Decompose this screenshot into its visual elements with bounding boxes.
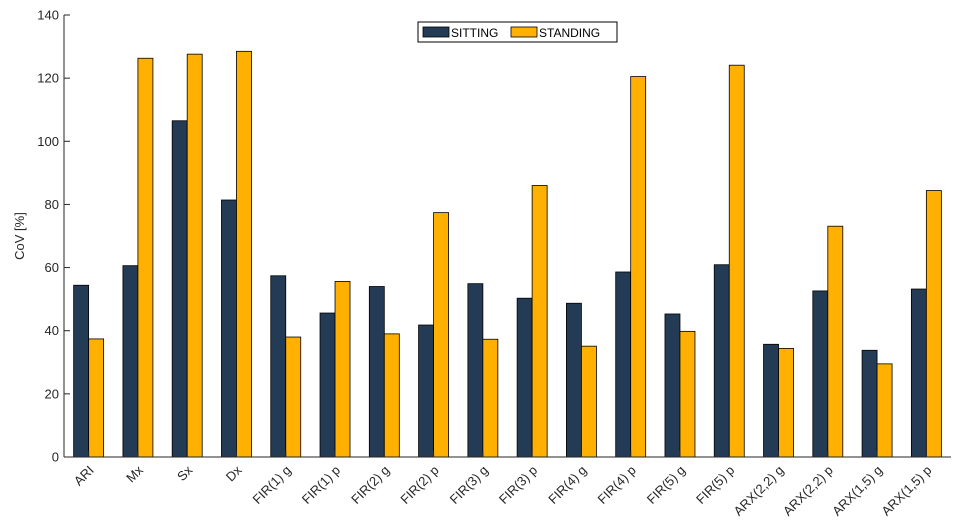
bar-standing-1 xyxy=(88,338,105,458)
x-tick-label-14: FIR(5) p xyxy=(693,463,737,507)
bar-sitting-7 xyxy=(368,286,385,458)
bar-standing-15 xyxy=(778,347,794,458)
x-tick-labels: ARI Mx Sx Dx FIR(1) g FIR(1) p FIR(2) g FIR(2) … xyxy=(71,462,935,518)
bar-standing-12 xyxy=(630,76,647,458)
bar-standing-18 xyxy=(925,190,942,458)
bar-standing-7 xyxy=(383,333,400,458)
x-tick-label-13: FIR(5) g xyxy=(644,463,688,507)
bar-standing-5 xyxy=(285,336,302,458)
x-tick-label-12: FIR(4) p xyxy=(595,463,639,507)
x-tick-label-4: Dx xyxy=(223,462,245,484)
x-tick-label-7: FIR(2) g xyxy=(348,463,392,507)
y-tick-label-7: 140 xyxy=(37,8,59,23)
bar-standing-10 xyxy=(531,185,548,458)
bar-sitting-3 xyxy=(171,120,188,458)
legend: SITTING STANDING xyxy=(417,21,618,43)
bar-sitting-17 xyxy=(861,349,878,458)
legend-swatch-standing xyxy=(510,26,538,38)
bar-sitting-8 xyxy=(418,324,434,458)
x-tick-label-15: ARX(2,2) g xyxy=(731,463,787,519)
bar-standing-13 xyxy=(679,330,696,458)
y-tick-label-2: 40 xyxy=(45,323,59,338)
bar-standing-9 xyxy=(482,338,499,458)
x-tick-label-3: Sx xyxy=(174,462,196,484)
bar-sitting-15 xyxy=(763,343,779,458)
x-tick-label-10: FIR(3) p xyxy=(496,463,540,507)
y-tick-label-3: 60 xyxy=(45,260,59,275)
x-tick-label-18: ARX(1,5) p xyxy=(878,463,934,519)
x-tick-label-6: FIR(1) p xyxy=(299,463,343,507)
bar-standing-8 xyxy=(433,212,449,458)
bar-sitting-5 xyxy=(270,275,287,458)
bar-standing-2 xyxy=(137,57,154,458)
bar-standing-16 xyxy=(827,225,844,458)
bar-sitting-16 xyxy=(812,290,829,458)
bar-sitting-12 xyxy=(615,271,632,458)
bar-standing-4 xyxy=(236,50,252,458)
x-tick-label-11: FIR(4) g xyxy=(545,463,589,507)
bar-sitting-4 xyxy=(221,199,237,458)
bar-sitting-9 xyxy=(467,283,484,458)
y-tick-label-4: 80 xyxy=(45,197,59,212)
bars-group xyxy=(73,50,942,458)
x-tick-label-9: FIR(3) g xyxy=(447,463,491,507)
bar-sitting-14 xyxy=(713,264,730,458)
bar-sitting-1 xyxy=(73,284,90,458)
y-tick-labels: 0 20 40 60 80 100 120 140 xyxy=(37,8,59,465)
bar-standing-17 xyxy=(876,363,893,458)
bar-standing-11 xyxy=(581,345,597,458)
bar-sitting-2 xyxy=(122,265,139,458)
y-tick-label-0: 0 xyxy=(52,450,59,465)
bar-standing-14 xyxy=(728,64,745,458)
bar-sitting-6 xyxy=(319,312,336,458)
bar-sitting-13 xyxy=(664,313,681,458)
x-tick-label-2: Mx xyxy=(123,462,146,485)
y-tick-label-5: 100 xyxy=(37,134,59,149)
x-tick-label-8: FIR(2) p xyxy=(397,463,441,507)
bar-sitting-18 xyxy=(910,288,927,458)
bar-standing-6 xyxy=(334,281,351,458)
legend-swatch-sitting xyxy=(422,26,450,38)
x-tick-label-1: ARI xyxy=(71,463,97,489)
y-tick-label-6: 120 xyxy=(37,71,59,86)
bar-sitting-11 xyxy=(566,302,582,458)
legend-label-standing: STANDING xyxy=(539,26,600,40)
axes-group xyxy=(63,14,951,458)
x-tick-label-17: ARX(1,5) g xyxy=(829,463,885,519)
bar-standing-3 xyxy=(186,53,203,458)
x-tick-label-16: ARX(2,2) p xyxy=(780,463,836,519)
x-tick-label-5: FIR(1) g xyxy=(250,463,294,507)
bar-sitting-10 xyxy=(516,297,533,458)
y-tick-label-1: 20 xyxy=(45,386,59,401)
legend-label-sitting: SITTING xyxy=(451,26,498,40)
y-axis-label: CoV [%] xyxy=(12,212,27,260)
